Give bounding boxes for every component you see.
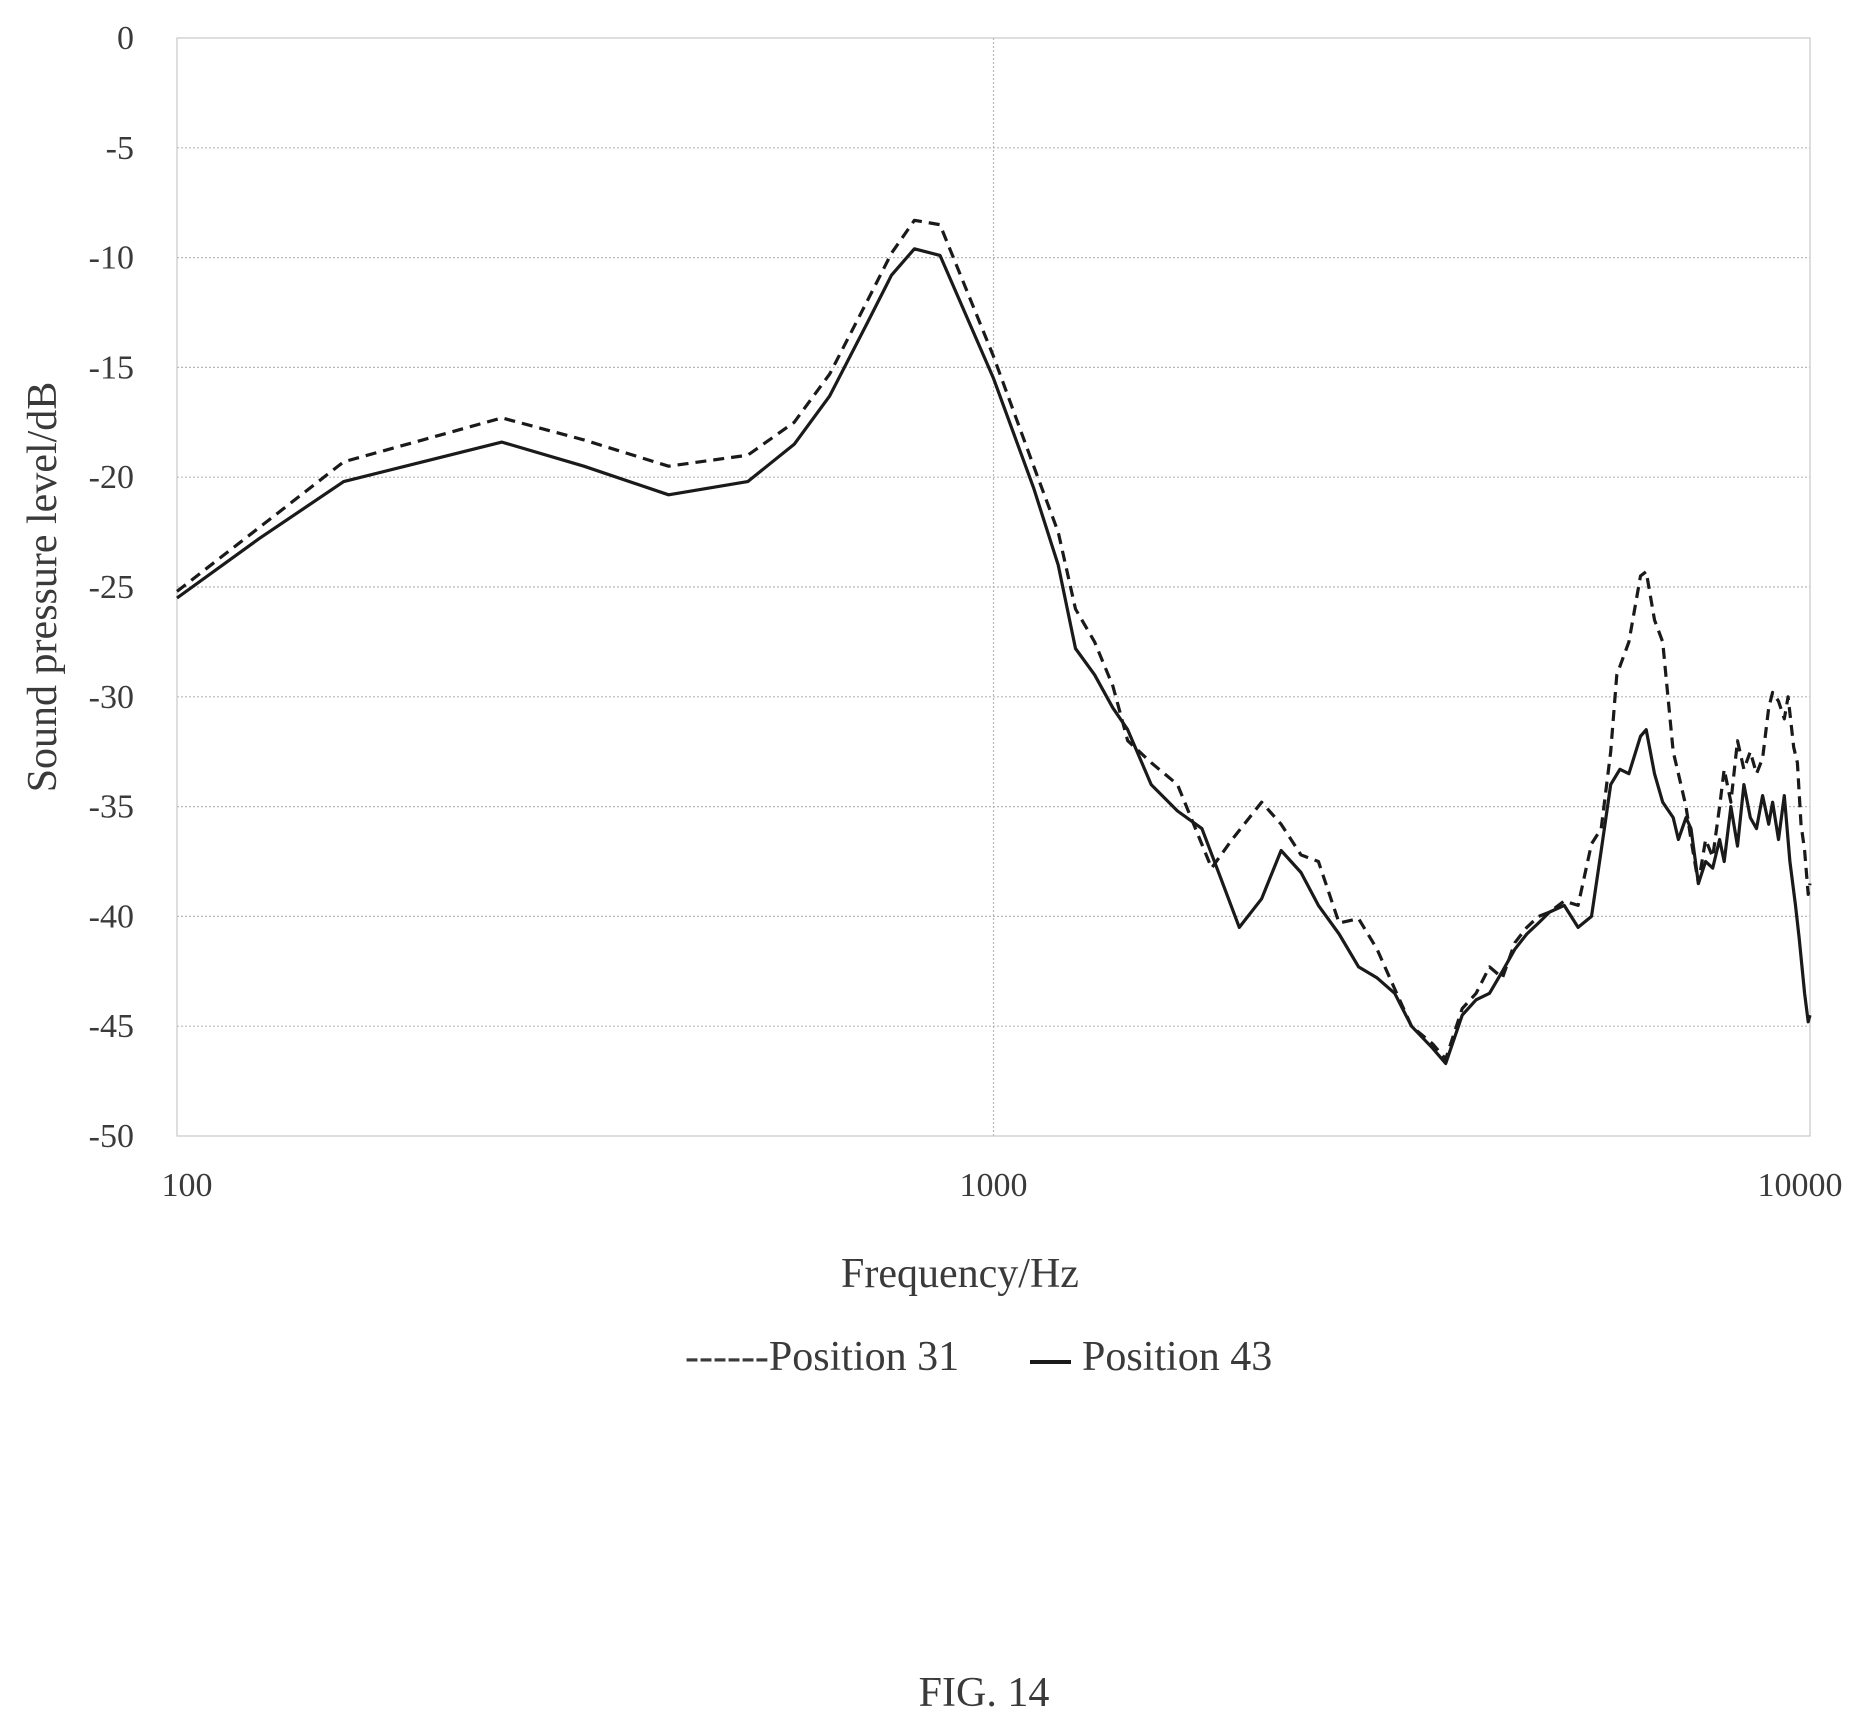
y-tick-label: -30: [89, 679, 134, 716]
series-layer: [176, 218, 1812, 1066]
legend: ------Position 31 Position 43: [685, 1334, 1272, 1380]
series-line-position-31: [176, 218, 1812, 1061]
y-tick-label: -5: [106, 130, 134, 167]
legend-item-position-43: Position 43: [1082, 1334, 1272, 1380]
y-tick-label: -50: [89, 1118, 134, 1155]
x-axis-tick-labels: 100 1000 10000: [162, 1167, 1843, 1204]
y-axis-tick-labels: 0 -5 -10 -15 -20 -25 -30 -35 -40 -45 -50: [89, 20, 134, 1155]
y-tick-label: -25: [89, 569, 134, 606]
y-tick-label: -15: [89, 349, 134, 386]
y-axis-title: Sound pressure level/dB: [20, 382, 66, 793]
y-tick-label: -40: [89, 898, 134, 935]
gridlines: [177, 38, 1810, 1136]
y-tick-label: -20: [89, 459, 134, 496]
y-tick-label: 0: [117, 20, 134, 57]
x-tick-label: 1000: [960, 1167, 1028, 1204]
y-tick-label: -35: [89, 789, 134, 826]
legend-item-position-31: ------Position 31: [685, 1334, 959, 1380]
series-line-position-43: [176, 247, 1812, 1066]
y-tick-label: -10: [89, 240, 134, 277]
plot-area-frame: [176, 37, 1811, 1137]
y-tick-label: -45: [89, 1008, 134, 1045]
x-axis-title: Frequency/Hz: [841, 1251, 1079, 1297]
x-tick-label: 10000: [1758, 1167, 1843, 1204]
x-tick-label: 100: [162, 1167, 213, 1204]
figure-caption: FIG. 14: [919, 1670, 1050, 1716]
